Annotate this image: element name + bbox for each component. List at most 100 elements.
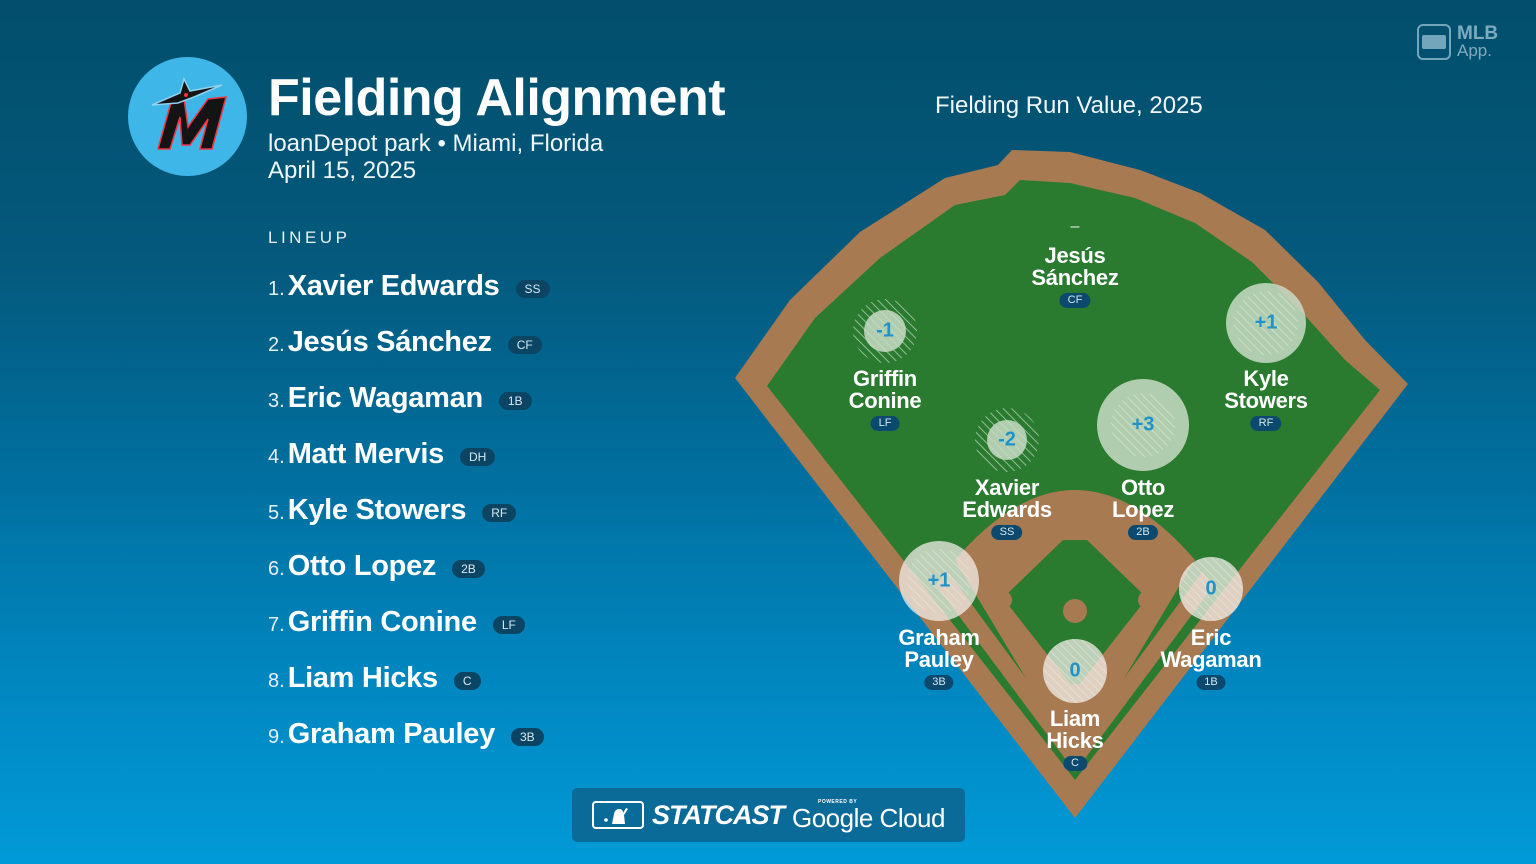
batting-order: 7. — [268, 613, 285, 636]
batting-order: 6. — [268, 557, 285, 580]
field-player-3b: Graham Pauley 3B — [898, 625, 980, 690]
frv-value-1b: 0 — [1205, 577, 1217, 600]
player-last-name: Pauley — [904, 647, 974, 672]
mlb-logo-icon — [592, 801, 644, 829]
powered-by-label: POWERED BY — [817, 799, 858, 805]
frv-value-cf: – — [1070, 218, 1080, 235]
frv-bubble-c — [1043, 639, 1107, 703]
player-first-name: Kyle — [1243, 366, 1289, 391]
player-name: Matt Mervis — [287, 437, 445, 470]
player-last-name: Stowers — [1224, 388, 1308, 413]
frv-bubble-rf — [1226, 283, 1306, 363]
team-logo — [128, 57, 247, 176]
lineup-item: 7. Griffin Conine LF — [268, 594, 550, 650]
frv-value-c: 0 — [1069, 659, 1081, 682]
position-badge: CF — [507, 336, 542, 354]
position-badge: DH — [459, 448, 496, 466]
position-badge: SS — [991, 525, 1023, 540]
position-badge: CF — [1059, 293, 1091, 308]
player-name: Liam Hicks — [287, 661, 438, 694]
field-player-cf: Jesús Sánchez CF — [1031, 243, 1119, 308]
lineup-item: 5. Kyle Stowers RF — [268, 482, 550, 538]
position-badge: SS — [515, 280, 550, 298]
player-name: Xavier Edwards — [287, 269, 500, 302]
field-player-ss: Xavier Edwards SS — [962, 477, 1052, 540]
player-name: Otto Lopez — [287, 549, 437, 582]
field-player-c: Liam Hicks C — [1046, 706, 1104, 771]
frv-value-3b: +1 — [927, 569, 951, 592]
position-badge: C — [453, 672, 481, 690]
venue-text: loanDepot park • Miami, Florida — [268, 130, 604, 157]
frv-bubble-3b — [899, 541, 979, 621]
pitchers-mound — [1063, 599, 1087, 623]
lineup-list: 1. Xavier Edwards SS 2. Jesús Sánchez CF… — [268, 258, 550, 762]
field-player-lf: Griffin Conine LF — [849, 368, 922, 431]
player-name: Eric Wagaman — [287, 381, 483, 414]
lineup-item: 3. Eric Wagaman 1B — [268, 370, 550, 426]
position-badge: LF — [870, 416, 900, 431]
batting-order: 8. — [268, 669, 285, 692]
third-base-cutout — [994, 591, 1012, 609]
batting-order: 5. — [268, 501, 285, 524]
player-last-name: Sánchez — [1031, 265, 1119, 290]
player-name: Jesús Sánchez — [287, 325, 492, 358]
frv-bubble-1b — [1179, 557, 1243, 621]
player-first-name: Otto — [1120, 475, 1165, 500]
page-title: Fielding Alignment — [268, 69, 726, 127]
position-badge: 2B — [452, 560, 485, 578]
lineup-item: 1. Xavier Edwards SS — [268, 258, 550, 314]
batting-order: 4. — [268, 445, 285, 468]
frv-value-lf: -1 — [876, 319, 894, 342]
frv-value-ss: -2 — [998, 428, 1016, 451]
player-first-name: Griffin — [853, 366, 917, 391]
player-first-name: Liam — [1049, 706, 1101, 731]
player-name: Griffin Conine — [287, 605, 477, 638]
field-chart-title: Fielding Run Value, 2025 — [935, 92, 1203, 119]
statcast-wordmark: STATCAST — [652, 799, 785, 830]
player-name: Kyle Stowers — [287, 493, 467, 526]
position-badge: 1B — [1196, 675, 1226, 690]
first-base-cutout — [1138, 591, 1156, 609]
field-player-rf: Kyle Stowers RF — [1224, 366, 1308, 431]
position-badge: 3B — [510, 728, 544, 746]
player-name: Graham Pauley — [287, 717, 496, 750]
lineup-item: 9. Graham Pauley 3B — [268, 706, 550, 762]
frv-bubble-2b — [1097, 379, 1189, 471]
lineup-item: 2. Jesús Sánchez CF — [268, 314, 550, 370]
lineup-item: 4. Matt Mervis DH — [268, 426, 550, 482]
player-first-name: Eric — [1190, 625, 1232, 650]
position-badge: 1B — [498, 392, 532, 410]
position-badge: RF — [482, 504, 517, 522]
batting-order: 9. — [268, 725, 285, 748]
batting-order: 1. — [268, 277, 285, 300]
frv-bubble-lf — [853, 299, 917, 363]
frv-value-rf: +1 — [1254, 311, 1278, 334]
position-badge: RF — [1250, 416, 1282, 431]
player-first-name: Jesús — [1044, 243, 1106, 268]
mlb-app-label: MLB — [1457, 23, 1499, 44]
player-first-name: Xavier — [974, 475, 1040, 500]
player-last-name: Edwards — [962, 497, 1052, 522]
app-label: App. — [1457, 41, 1492, 60]
player-last-name: Lopez — [1111, 497, 1175, 522]
lineup-item: 6. Otto Lopez 2B — [268, 538, 550, 594]
marlins-logo-icon — [151, 76, 228, 150]
game-date: April 15, 2025 — [268, 157, 417, 184]
player-last-name: Wagaman — [1160, 647, 1262, 672]
google-cloud-wordmark: Google Cloud — [791, 803, 946, 833]
position-badge: 2B — [1128, 525, 1158, 540]
position-badge: LF — [492, 616, 525, 634]
batting-order: 3. — [268, 389, 285, 412]
player-last-name: Conine — [848, 388, 922, 413]
batting-order: 2. — [268, 333, 285, 356]
player-last-name: Hicks — [1046, 728, 1104, 753]
mlb-app-logo: MLB App. — [1417, 24, 1498, 60]
field-player-1b: Eric Wagaman 1B — [1161, 627, 1262, 690]
game-info: loanDepot park • Miami, Florida April 15… — [268, 130, 603, 184]
position-badge: 3B — [924, 675, 954, 690]
player-first-name: Graham — [898, 625, 980, 650]
lineup-heading: LINEUP — [268, 228, 351, 247]
statcast-google-cloud-banner: STATCAST POWERED BY Google Cloud — [572, 788, 965, 842]
position-badge: C — [1063, 756, 1087, 771]
